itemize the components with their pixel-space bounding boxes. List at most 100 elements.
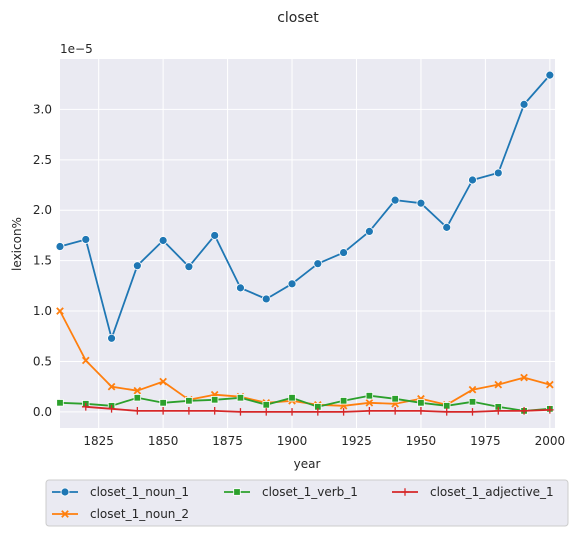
- legend-marker: [233, 488, 241, 496]
- y-tick-label: 1.5: [33, 254, 52, 268]
- data-point: [365, 398, 374, 407]
- series-closet_1_adjective_1: [81, 403, 554, 416]
- data-point: [185, 397, 193, 405]
- x-tick-label: 1950: [406, 434, 437, 448]
- data-point: [365, 407, 374, 415]
- data-point: [493, 168, 503, 178]
- data-point: [494, 407, 503, 415]
- x-axis: 1825 1850 1875 1900 1925 1950 1975 2000: [83, 434, 565, 448]
- data-point: [314, 408, 322, 416]
- y-axis: 0.0 0.5 1.0 1.5 2.0 2.5 3.0: [33, 102, 52, 418]
- y-tick-label: 2.5: [33, 153, 52, 167]
- data-point: [545, 70, 555, 80]
- data-point: [468, 408, 477, 416]
- y-tick-label: 2.0: [33, 203, 52, 217]
- legend-label: closet_1_adjective_1: [430, 485, 554, 499]
- x-tick-label: 1975: [470, 434, 501, 448]
- legend-label: closet_1_verb_1: [262, 485, 358, 499]
- data-point: [236, 283, 245, 293]
- series-layer: [55, 70, 555, 416]
- data-point: [107, 405, 116, 413]
- data-point: [56, 307, 64, 315]
- data-point: [55, 242, 65, 251]
- x-axis-label: year: [294, 457, 321, 471]
- x-tick-label: 1925: [341, 434, 372, 448]
- legend-label: closet_1_noun_2: [90, 507, 189, 521]
- data-point: [494, 380, 503, 389]
- data-point: [210, 396, 219, 404]
- x-tick-label: 1825: [83, 434, 114, 448]
- legend-item: closet_1_noun_1: [52, 485, 189, 499]
- data-point: [468, 398, 477, 406]
- data-point: [210, 231, 220, 240]
- data-point: [184, 262, 194, 272]
- series-line: [59, 394, 550, 412]
- data-point: [81, 356, 90, 365]
- plot-area: [60, 59, 555, 428]
- legend-item: closet_1_verb_1: [224, 485, 358, 499]
- data-point: [416, 198, 426, 208]
- y-axis-label: lexicon%: [10, 217, 24, 271]
- data-point: [81, 403, 90, 411]
- legend-label: closet_1_noun_1: [90, 485, 189, 499]
- legend-marker: [61, 510, 69, 518]
- data-point: [442, 222, 452, 232]
- data-point: [159, 377, 167, 386]
- y-tick-label: 1.0: [33, 304, 52, 318]
- data-point: [468, 385, 477, 394]
- data-point: [390, 195, 400, 205]
- chart-title: closet: [277, 10, 319, 26]
- data-point: [133, 407, 142, 415]
- data-point: [468, 175, 477, 185]
- data-point: [81, 235, 91, 244]
- data-point: [546, 380, 554, 389]
- data-point: [261, 294, 271, 304]
- data-point: [520, 407, 528, 415]
- data-point: [520, 373, 528, 382]
- data-point: [287, 279, 297, 289]
- data-point: [391, 407, 399, 415]
- data-point: [417, 399, 425, 407]
- data-point: [236, 408, 245, 416]
- data-point: [365, 392, 374, 400]
- data-point: [159, 407, 167, 415]
- legend-item: closet_1_noun_2: [52, 507, 189, 521]
- data-point: [339, 397, 348, 405]
- data-point: [159, 399, 167, 407]
- y-tick-label: 0.0: [33, 405, 52, 419]
- x-tick-label: 2000: [535, 434, 566, 448]
- y-tick-label: 0.5: [33, 354, 52, 368]
- data-point: [519, 99, 529, 109]
- data-point: [364, 227, 374, 236]
- data-point: [339, 248, 348, 257]
- y-tick-label: 3.0: [33, 102, 52, 116]
- legend-marker: [401, 488, 409, 496]
- data-point: [185, 407, 193, 415]
- data-point: [391, 395, 399, 403]
- y-axis-offset-label: 1e−5: [60, 42, 93, 56]
- data-point: [132, 261, 142, 271]
- x-tick-label: 1875: [212, 434, 243, 448]
- legend-marker: [60, 487, 70, 497]
- legend: closet_1_noun_1 closet_1_noun_2 closet_1_v…: [45, 479, 569, 527]
- data-point: [56, 399, 64, 407]
- x-tick-label: 1900: [277, 434, 308, 448]
- data-point: [133, 386, 142, 395]
- data-point: [210, 407, 219, 415]
- data-point: [417, 407, 425, 415]
- data-point: [158, 236, 168, 245]
- data-point: [107, 382, 116, 391]
- data-point: [236, 394, 245, 402]
- data-point: [107, 333, 116, 343]
- data-point: [546, 406, 554, 414]
- data-point: [313, 259, 323, 269]
- data-point: [288, 394, 296, 402]
- data-point: [442, 408, 451, 416]
- series-line: [59, 74, 551, 340]
- data-point: [133, 394, 142, 402]
- data-point: [339, 408, 348, 416]
- data-point: [262, 401, 270, 409]
- series-closet_1_noun_1: [55, 70, 555, 343]
